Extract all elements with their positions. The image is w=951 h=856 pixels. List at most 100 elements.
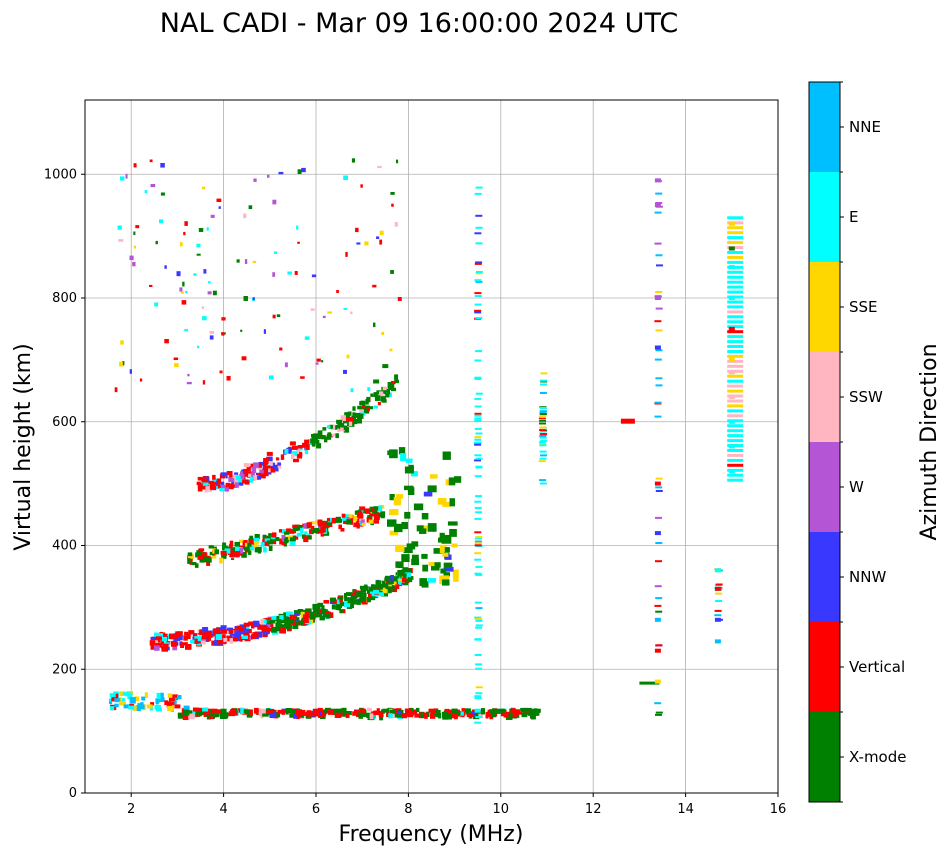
echo-point (727, 384, 744, 388)
data-point (654, 648, 661, 653)
x-tick-label: 16 (770, 802, 787, 817)
echo-point (655, 542, 663, 544)
echo-point (250, 539, 255, 545)
echo-point (272, 272, 276, 277)
data-point (183, 705, 190, 710)
echo-point (727, 429, 744, 433)
data-point (123, 704, 130, 709)
echo-point (474, 654, 482, 656)
echo-point (539, 434, 547, 437)
echo-point (263, 458, 269, 464)
echo-point (306, 535, 312, 540)
echo-point (391, 203, 394, 207)
echo-point (248, 205, 253, 210)
colorbar-segment (809, 442, 840, 532)
echo-point (231, 547, 236, 554)
echo-point (475, 242, 483, 245)
echo-point (198, 228, 204, 232)
echo-point (715, 583, 723, 586)
echo-point (393, 497, 401, 506)
echo-point (350, 311, 353, 315)
echo-point (164, 700, 169, 706)
echo-point (366, 707, 372, 712)
echo-point (402, 580, 409, 586)
echo-point (231, 637, 239, 642)
echo-point (321, 435, 326, 440)
echo-point (442, 579, 450, 586)
echo-point (208, 488, 212, 493)
echo-point (327, 311, 333, 314)
echo-point (134, 696, 140, 702)
echo-point (217, 478, 222, 484)
echo-point (442, 713, 449, 718)
echo-point (439, 544, 447, 554)
echo-point (159, 219, 164, 224)
echo-point (125, 173, 128, 179)
echo-point (226, 471, 233, 476)
echo-point (400, 453, 407, 462)
echo-point (474, 419, 482, 422)
data-point (728, 246, 735, 251)
echo-point (220, 629, 227, 634)
echo-point (539, 479, 547, 482)
echo-point (286, 528, 292, 533)
echo-point (309, 529, 314, 535)
echo-point (297, 525, 303, 530)
echo-point (285, 708, 292, 713)
echo-point (474, 459, 481, 462)
echo-point (321, 522, 327, 527)
echo-point (263, 329, 266, 334)
echo-point (221, 317, 226, 321)
echo-point (393, 581, 397, 586)
echo-point (248, 621, 254, 626)
echo-point (474, 417, 482, 420)
echo-point (343, 175, 349, 181)
data-point (654, 203, 661, 208)
echo-point (267, 471, 272, 475)
echo-point (201, 552, 208, 557)
echo-point (246, 466, 251, 472)
echo-point (510, 709, 517, 713)
echo-point (474, 552, 482, 555)
echo-point (311, 274, 317, 278)
echo-point (187, 633, 191, 640)
echo-point (340, 427, 346, 432)
echo-point (335, 711, 341, 717)
echo-point (119, 691, 126, 697)
echo-point (367, 515, 372, 520)
echo-point (460, 711, 464, 716)
echo-point (474, 303, 482, 306)
echo-point (196, 253, 201, 256)
echo-point (225, 630, 231, 635)
echo-point (354, 709, 361, 713)
echo-point (253, 537, 260, 544)
echo-point (410, 471, 418, 477)
data-point (202, 478, 209, 483)
echo-point (160, 645, 168, 649)
echo-point (264, 538, 270, 542)
echo-point (447, 713, 452, 720)
echo-point (384, 575, 392, 581)
echo-point (153, 637, 158, 643)
echo-point (119, 361, 123, 367)
echo-point (370, 393, 374, 397)
echo-point (301, 609, 309, 616)
echo-point (338, 524, 342, 530)
echo-point (443, 567, 454, 572)
echo-point (727, 251, 744, 254)
echo-point (263, 470, 269, 477)
data-point (728, 395, 735, 399)
data-point (451, 708, 458, 713)
echo-point (727, 458, 744, 462)
echo-point (727, 315, 744, 319)
echo-point (206, 637, 212, 641)
data-point (728, 419, 735, 424)
echo-point (359, 406, 366, 412)
echo-point (160, 192, 165, 196)
echo-point (529, 709, 535, 714)
echo-point (311, 443, 316, 447)
echo-point (387, 382, 393, 388)
colorbar-tick-label: X-mode (849, 748, 906, 766)
echo-point (185, 644, 192, 650)
data-point (266, 540, 273, 545)
